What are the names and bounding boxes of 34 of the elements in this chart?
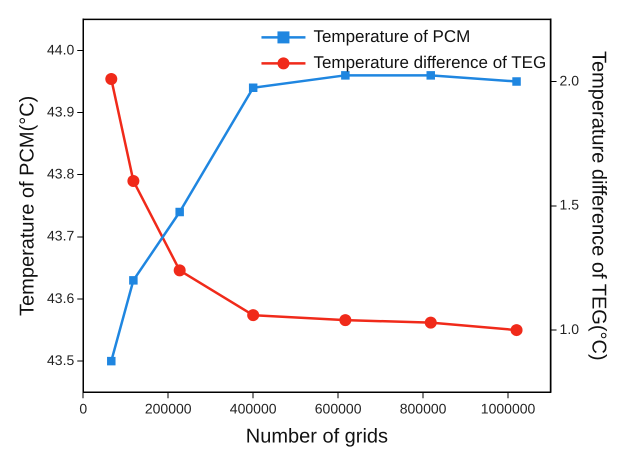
point — [339, 314, 352, 326]
x-tick-label: 200000 — [144, 400, 192, 416]
x-tick-label: 800000 — [400, 400, 447, 416]
point — [129, 276, 138, 285]
y-tick-label: 43.5 — [47, 352, 74, 368]
point — [510, 324, 523, 336]
point — [107, 356, 116, 366]
point — [175, 208, 184, 216]
point — [426, 71, 435, 80]
y-tick-label: 43.6 — [47, 290, 74, 306]
x-tick-label: 1000000 — [480, 400, 536, 416]
y2-tick-label: 1.5 — [560, 196, 580, 213]
point — [512, 77, 521, 86]
y2-axis-title: Temperature difference of TEG(°C) — [587, 50, 610, 361]
x-axis-title: Number of grids — [246, 426, 388, 448]
y-tick-label: 44.0 — [47, 41, 74, 58]
point — [424, 316, 437, 329]
y-tick-label: 43.8 — [47, 166, 74, 182]
y-tick-label: 43.7 — [47, 228, 74, 244]
legend-label: Temperature difference of TEG — [313, 53, 546, 72]
point — [174, 264, 186, 276]
legend-label: Temperature of PCM — [313, 27, 470, 46]
point — [341, 71, 350, 80]
point — [247, 309, 260, 322]
y-axis-title: Temperature of PCM(°C) — [16, 96, 39, 316]
point — [127, 174, 140, 187]
point — [105, 73, 118, 86]
y2-tick-label: 1.0 — [560, 320, 580, 337]
y2-tick-label: 2.0 — [560, 72, 580, 88]
x-tick-label: 600000 — [314, 400, 362, 416]
x-tick-label: 400000 — [230, 400, 277, 416]
y-tick-label: 43.9 — [47, 103, 74, 120]
point — [248, 84, 258, 92]
x-tick-label: 0 — [79, 400, 88, 416]
